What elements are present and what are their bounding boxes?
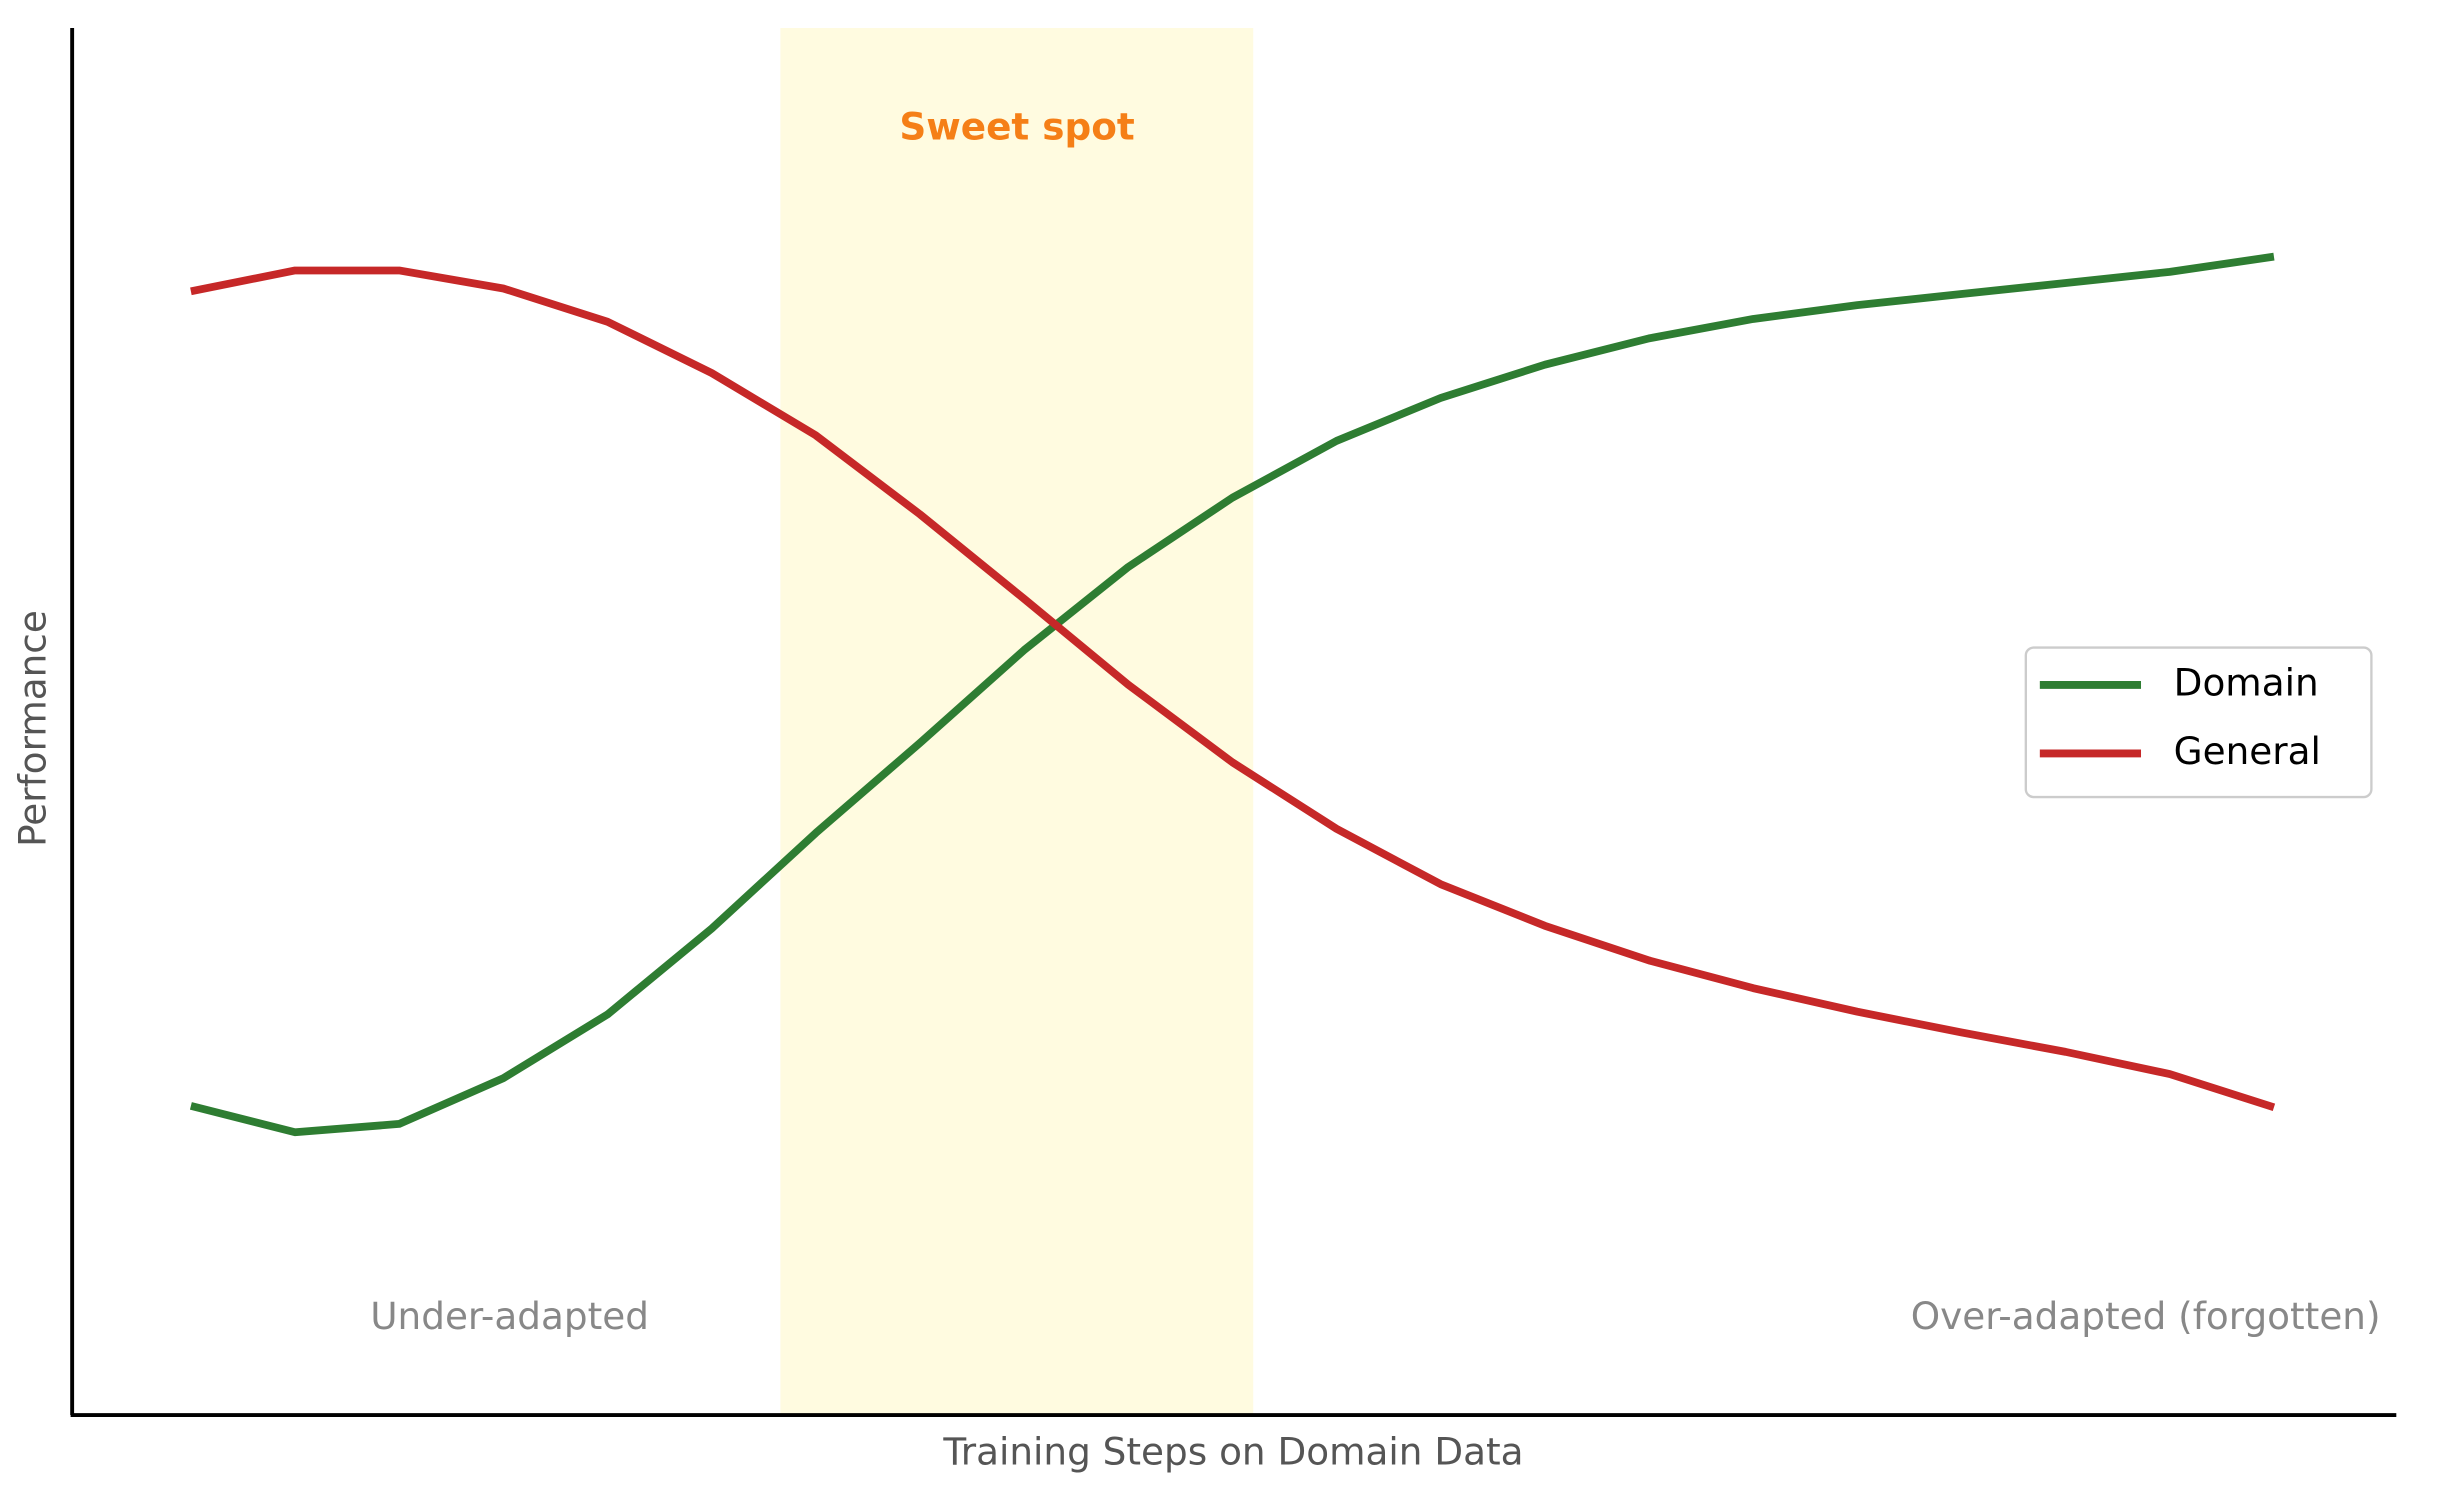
y-axis-label: Performance — [10, 610, 54, 847]
annotations: Sweet spot Under-adapted Over-adapted (for… — [370, 105, 2380, 1338]
line-series — [189, 252, 2275, 1137]
x-axis-label: Training Steps on Domain Data — [942, 1429, 1523, 1473]
legend-label: General — [2174, 729, 2321, 773]
legend: Domain General — [2024, 646, 2373, 799]
annotation: Under-adapted — [370, 1294, 649, 1338]
line-series — [190, 266, 2276, 1112]
legend-label: Domain — [2174, 660, 2319, 704]
line-layer — [189, 252, 2276, 1137]
annotation: Sweet spot — [899, 105, 1134, 149]
annotation: Over-adapted (forgotten) — [1911, 1294, 2381, 1338]
